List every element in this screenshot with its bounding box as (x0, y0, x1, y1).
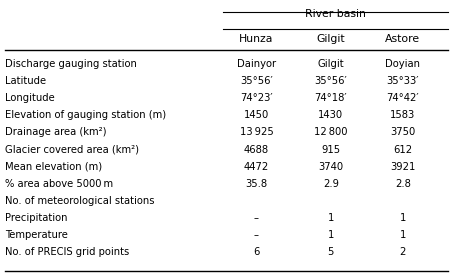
Text: Glacier covered area (km²): Glacier covered area (km²) (5, 145, 140, 155)
Text: Latitude: Latitude (5, 76, 46, 86)
Text: Drainage area (km²): Drainage area (km²) (5, 128, 107, 137)
Text: 1: 1 (328, 230, 334, 240)
Text: 74°42′: 74°42′ (387, 93, 419, 103)
Text: 6: 6 (253, 247, 260, 257)
Text: 3921: 3921 (390, 162, 415, 172)
Text: Discharge gauging station: Discharge gauging station (5, 59, 137, 69)
Text: 1: 1 (328, 213, 334, 223)
Text: 2.9: 2.9 (323, 179, 339, 189)
Text: 74°18′: 74°18′ (315, 93, 347, 103)
Text: –: – (254, 213, 259, 223)
Text: Longitude: Longitude (5, 93, 55, 103)
Text: –: – (254, 230, 259, 240)
Text: Gilgit: Gilgit (317, 59, 344, 69)
Text: 2.8: 2.8 (395, 179, 411, 189)
Text: 4688: 4688 (244, 145, 269, 155)
Text: 35°56′: 35°56′ (315, 76, 347, 86)
Text: 3740: 3740 (318, 162, 343, 172)
Text: Mean elevation (m): Mean elevation (m) (5, 162, 103, 172)
Text: 1450: 1450 (244, 110, 269, 120)
Text: Dainyor: Dainyor (237, 59, 276, 69)
Text: Gilgit: Gilgit (316, 34, 345, 44)
Text: 12 800: 12 800 (314, 128, 347, 137)
Text: 35.8: 35.8 (245, 179, 268, 189)
Text: 1: 1 (400, 213, 406, 223)
Text: 35°33′: 35°33′ (387, 76, 419, 86)
Text: 1583: 1583 (390, 110, 415, 120)
Text: 35°56′: 35°56′ (240, 76, 273, 86)
Text: Precipitation: Precipitation (5, 213, 68, 223)
Text: No. of PRECIS grid points: No. of PRECIS grid points (5, 247, 130, 257)
Text: 1430: 1430 (318, 110, 343, 120)
Text: 5: 5 (328, 247, 334, 257)
Text: 3750: 3750 (390, 128, 415, 137)
Text: % area above 5000 m: % area above 5000 m (5, 179, 113, 189)
Text: Elevation of gauging station (m): Elevation of gauging station (m) (5, 110, 166, 120)
Text: Doyian: Doyian (385, 59, 420, 69)
Text: Temperature: Temperature (5, 230, 68, 240)
Text: 2: 2 (400, 247, 406, 257)
Text: No. of meteorological stations: No. of meteorological stations (5, 196, 155, 206)
Text: 74°23′: 74°23′ (240, 93, 273, 103)
Text: 612: 612 (393, 145, 412, 155)
Text: Astore: Astore (385, 34, 420, 44)
Text: 915: 915 (321, 145, 340, 155)
Text: 4472: 4472 (244, 162, 269, 172)
Text: River basin: River basin (305, 9, 366, 19)
Text: 13 925: 13 925 (239, 128, 274, 137)
Text: 1: 1 (400, 230, 406, 240)
Text: Hunza: Hunza (239, 34, 274, 44)
